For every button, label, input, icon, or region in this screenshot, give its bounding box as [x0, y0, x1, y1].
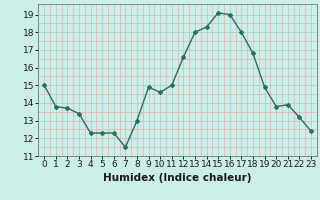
X-axis label: Humidex (Indice chaleur): Humidex (Indice chaleur): [103, 173, 252, 183]
